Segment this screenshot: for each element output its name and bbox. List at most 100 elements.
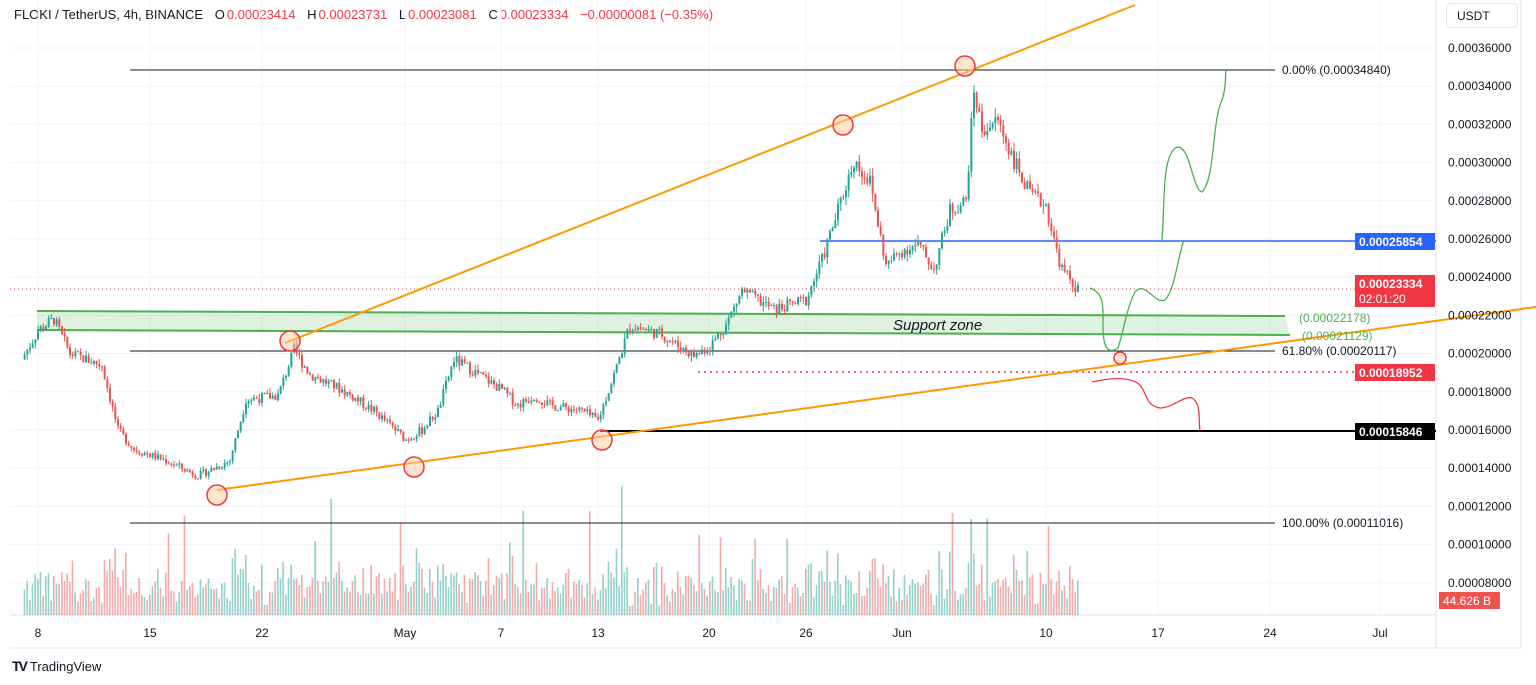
volume-bar — [1050, 579, 1052, 615]
time-tick-label: 7 — [498, 626, 505, 640]
volume-bar — [997, 579, 999, 615]
volume-bar — [95, 587, 98, 615]
time-tick-label: 10 — [1039, 626, 1053, 640]
candle-body — [106, 379, 109, 388]
candle-body — [986, 130, 989, 135]
volume-bar — [485, 580, 487, 615]
touch-points — [206, 55, 1127, 506]
volume-bar — [661, 566, 663, 615]
volume-bar — [823, 581, 826, 615]
candle-body — [602, 404, 605, 415]
candle-body — [469, 362, 471, 375]
candle-body — [210, 468, 213, 472]
candle-body — [727, 317, 730, 325]
currency-button[interactable]: USDT — [1446, 3, 1518, 28]
candle-body — [135, 450, 138, 452]
volume-bar — [629, 606, 631, 615]
volume-bar — [911, 578, 914, 615]
volume-bar — [357, 591, 359, 615]
candle-body — [522, 399, 525, 408]
volume-bar — [530, 584, 532, 615]
volume-bar — [165, 572, 167, 615]
price-axis[interactable]: 0.00036000 0.00034000 0.00032000 0.00030000… — [1448, 41, 1512, 590]
candle-body — [951, 204, 954, 213]
candle-body — [367, 404, 370, 409]
time-tick-label: 17 — [1151, 626, 1165, 640]
candle-body — [309, 373, 311, 375]
volume-bar — [975, 585, 978, 615]
volume-bar — [317, 580, 319, 615]
current-price-tag: 0.00023334 02:01:20 — [1355, 275, 1435, 307]
volume-bar — [706, 595, 708, 615]
tradingview-logo[interactable]: TV TradingView — [12, 658, 102, 674]
candle-body — [58, 319, 61, 327]
candle-body — [981, 111, 983, 132]
volume-bar — [407, 591, 410, 615]
volume-bar — [951, 512, 954, 615]
candle-body — [797, 297, 799, 304]
candle-body — [119, 425, 122, 429]
volume-bar — [885, 583, 887, 615]
volume-bar — [749, 600, 751, 615]
upper-trendline[interactable] — [284, 4, 1136, 344]
volume-bar — [85, 579, 87, 615]
candle-body — [133, 447, 135, 451]
volume-bar — [954, 591, 956, 615]
candle-body — [223, 462, 226, 468]
time-axis[interactable]: 8 15 22 May 7 13 20 26 Jun 10 17 24 Jul — [35, 626, 1388, 640]
candle-body — [434, 417, 437, 420]
volume-bar — [730, 577, 732, 615]
candle-body — [519, 403, 522, 408]
lower-trendline[interactable] — [216, 306, 1536, 491]
candle-body — [943, 231, 946, 234]
candle-body — [799, 297, 802, 299]
candle-body — [1029, 181, 1031, 189]
candle-body — [885, 255, 887, 265]
candle-body — [690, 350, 693, 357]
volume-bar — [733, 585, 735, 615]
volume-bar — [949, 551, 951, 615]
volume-bar — [517, 586, 519, 615]
candle-body — [98, 364, 101, 366]
candle-body — [719, 333, 722, 336]
candle-body — [109, 387, 111, 402]
volume-bar — [767, 585, 770, 615]
candle-body — [674, 340, 677, 343]
candle-body — [370, 404, 373, 412]
candle-body — [234, 438, 237, 452]
candle-body — [527, 401, 530, 403]
volume-bar — [445, 575, 447, 615]
volume-bar — [362, 568, 364, 615]
candle-body — [1005, 136, 1007, 143]
volume-bar — [1021, 580, 1023, 615]
volume-bar — [370, 564, 372, 615]
candle-body — [266, 393, 269, 395]
candle-body — [829, 231, 831, 240]
svg-text:0.00015846: 0.00015846 — [1359, 425, 1423, 439]
symbol-title[interactable]: FLOKI / TetherUS, 4h, BINANCE — [14, 7, 204, 22]
candle-body — [823, 253, 826, 258]
candle-body — [1045, 203, 1047, 206]
candle-body — [989, 127, 991, 131]
candle-body — [621, 353, 623, 358]
volume-bar — [674, 591, 676, 615]
volume-bar — [143, 597, 146, 615]
touch-circle — [206, 484, 228, 506]
volume-bar — [229, 601, 231, 615]
volume-bar — [1039, 572, 1042, 615]
volume-bar — [413, 581, 415, 615]
volume-bar — [559, 593, 562, 615]
candle-body — [181, 463, 183, 469]
candle-body — [965, 197, 967, 200]
candle-body — [466, 362, 469, 364]
volume-bar — [805, 568, 807, 615]
candle-body — [573, 409, 575, 411]
candle-body — [679, 347, 682, 352]
candle-body — [207, 471, 210, 476]
volume-bar — [173, 591, 175, 615]
candle-body — [31, 343, 34, 348]
volume-bar — [935, 595, 938, 615]
candle-body — [482, 372, 485, 375]
volume-bar — [999, 586, 1002, 615]
